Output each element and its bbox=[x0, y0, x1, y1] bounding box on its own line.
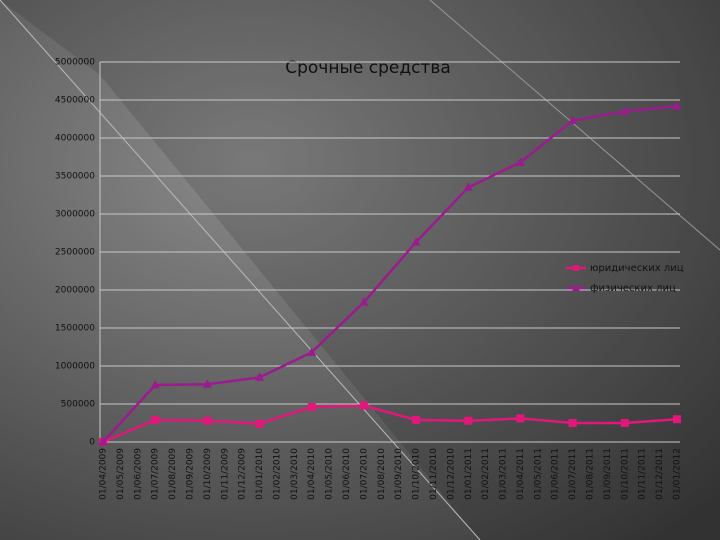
point bbox=[359, 297, 369, 306]
x-tick-label: 01/01/2010 bbox=[255, 448, 265, 500]
x-tick-label: 01/05/2011 bbox=[533, 448, 543, 500]
point bbox=[307, 347, 317, 356]
point bbox=[568, 115, 578, 125]
point bbox=[255, 419, 264, 428]
point bbox=[255, 372, 265, 381]
x-tick-label: 01/05/2009 bbox=[116, 448, 126, 500]
point bbox=[202, 379, 212, 388]
x-tick-label: 01/06/2009 bbox=[133, 448, 143, 500]
x-tick-label: 01/06/2011 bbox=[551, 448, 561, 500]
x-tick-label: 01/12/2010 bbox=[446, 448, 456, 500]
x-tick-label: 01/01/2012 bbox=[673, 448, 683, 500]
x-tick-label: 01/11/2009 bbox=[220, 448, 230, 500]
point bbox=[411, 237, 421, 246]
x-tick-label: 01/09/2009 bbox=[185, 448, 195, 500]
x-tick-label: 01/09/2011 bbox=[603, 448, 613, 500]
x-tick-label: 01/02/2010 bbox=[272, 448, 282, 500]
point bbox=[150, 380, 160, 389]
x-tick-label: 01/08/2010 bbox=[377, 448, 387, 500]
y-tick-label: 3500000 bbox=[55, 172, 95, 182]
point bbox=[463, 182, 473, 191]
x-tick-label: 01/11/2011 bbox=[638, 448, 648, 500]
y-tick-label: 0 bbox=[89, 438, 95, 448]
x-tick-label: 01/02/2011 bbox=[481, 448, 491, 500]
series-line bbox=[102, 104, 678, 443]
x-tick-label: 01/07/2011 bbox=[568, 448, 578, 500]
point bbox=[515, 157, 525, 166]
y-tick-label: 4000000 bbox=[55, 134, 95, 144]
legend-label: юридических лиц bbox=[590, 263, 684, 274]
x-tick-label: 01/07/2010 bbox=[359, 448, 369, 500]
y-tick-label: 5000000 bbox=[55, 58, 95, 68]
x-tick-label: 01/08/2011 bbox=[586, 448, 596, 500]
decor-line bbox=[0, 0, 481, 540]
point bbox=[203, 416, 212, 425]
x-tick-label: 01/04/2009 bbox=[99, 448, 109, 500]
x-tick-label: 01/05/2010 bbox=[325, 448, 335, 500]
x-tick-label: 01/10/2011 bbox=[620, 448, 630, 500]
point bbox=[620, 419, 629, 427]
decor-line bbox=[429, 0, 720, 251]
point bbox=[98, 437, 108, 446]
point bbox=[673, 415, 681, 424]
x-tick-label: 01/12/2009 bbox=[238, 448, 248, 500]
x-tick-label: 01/01/2011 bbox=[464, 448, 474, 500]
point bbox=[672, 101, 682, 110]
legend-label: физических лиц bbox=[590, 283, 676, 294]
x-tick-label: 01/11/2010 bbox=[429, 448, 439, 500]
legend-marker bbox=[573, 265, 579, 271]
y-tick-label: 1000000 bbox=[55, 362, 95, 372]
x-tick-label: 01/04/2011 bbox=[516, 448, 526, 500]
x-tick-label: 01/08/2009 bbox=[168, 448, 178, 500]
point bbox=[412, 415, 421, 424]
y-tick-label: 4500000 bbox=[55, 96, 95, 106]
legend-marker bbox=[572, 284, 580, 291]
x-tick-label: 01/07/2009 bbox=[151, 448, 161, 500]
x-tick-label: 01/03/2010 bbox=[290, 448, 300, 500]
point bbox=[620, 106, 630, 115]
chart-title: Срочные средства bbox=[285, 58, 451, 78]
x-tick-label: 01/09/2010 bbox=[394, 448, 404, 500]
x-tick-label: 01/03/2011 bbox=[499, 448, 509, 500]
y-tick-label: 2500000 bbox=[55, 248, 95, 258]
series-line bbox=[102, 404, 678, 444]
y-tick-label: 3000000 bbox=[55, 210, 95, 220]
x-tick-label: 01/06/2010 bbox=[342, 448, 352, 500]
point bbox=[307, 403, 316, 412]
point bbox=[151, 415, 160, 424]
y-tick-label: 1500000 bbox=[55, 324, 95, 334]
y-tick-label: 500000 bbox=[61, 400, 96, 410]
x-tick-label: 01/12/2011 bbox=[655, 448, 665, 500]
x-tick-label: 01/04/2010 bbox=[307, 448, 317, 500]
x-tick-label: 01/10/2009 bbox=[203, 448, 213, 500]
x-tick-label: 01/10/2010 bbox=[412, 448, 422, 500]
point bbox=[568, 419, 577, 427]
y-tick-label: 2000000 bbox=[55, 286, 95, 296]
point bbox=[464, 416, 473, 425]
point bbox=[516, 414, 525, 423]
point bbox=[359, 401, 368, 410]
